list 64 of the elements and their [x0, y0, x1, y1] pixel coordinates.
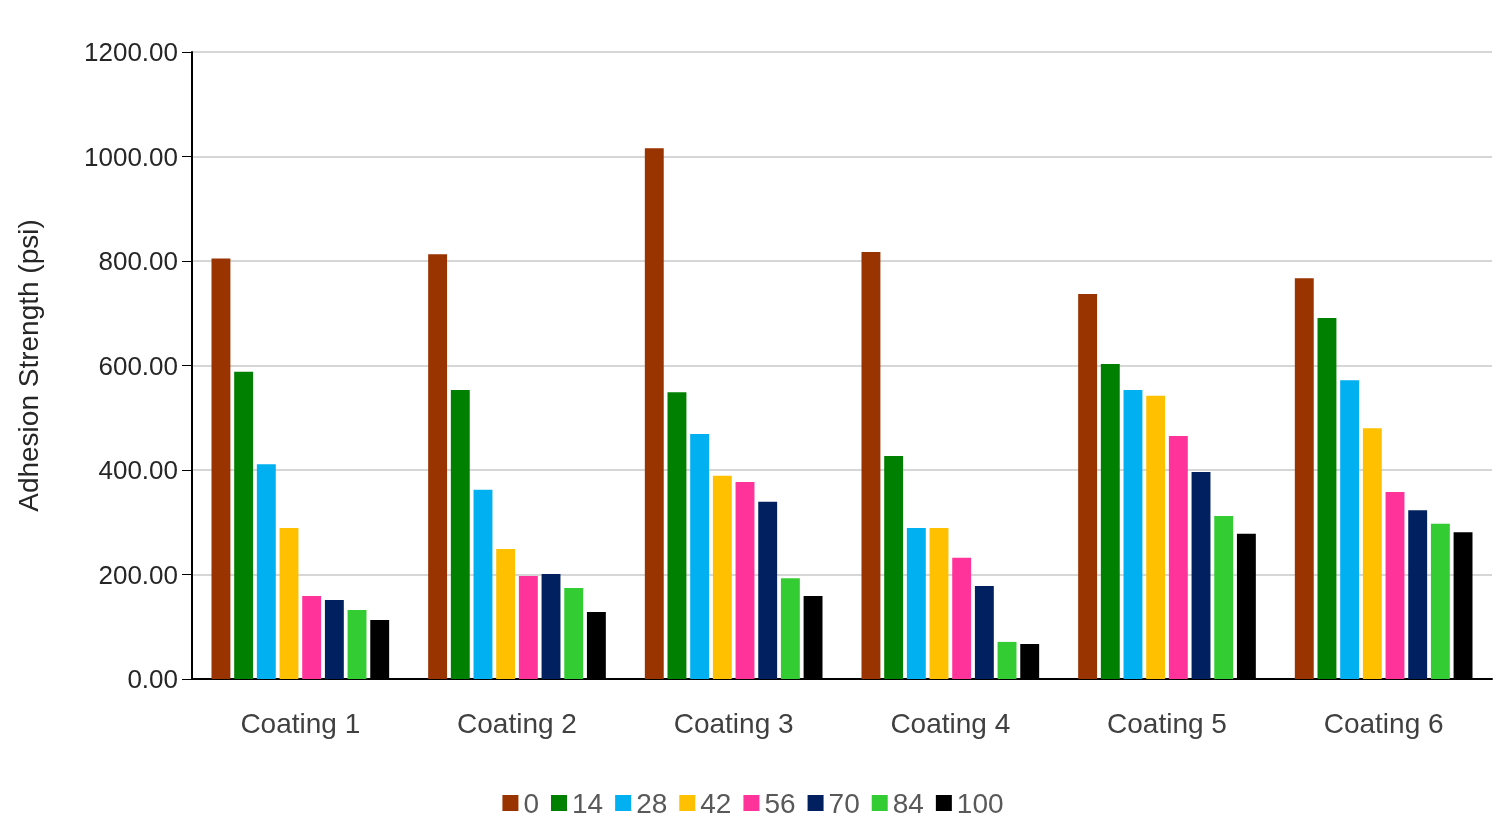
bar: [1294, 278, 1314, 679]
bar: [234, 371, 254, 679]
x-tick-label: Coating 4: [890, 707, 1011, 739]
legend-label: 42: [700, 787, 732, 819]
bar: [1191, 472, 1211, 679]
bar: [473, 489, 493, 679]
legend-label: 100: [956, 787, 1004, 819]
bar: [974, 586, 994, 679]
x-tick-label: Coating 5: [1107, 707, 1227, 739]
bar: [564, 588, 584, 679]
bar: [1362, 428, 1382, 679]
legend-label: 0: [523, 787, 539, 819]
legend-label: 84: [892, 787, 924, 819]
bar: [496, 548, 516, 679]
x-tick-label: Coating 1: [240, 707, 361, 739]
bar: [302, 595, 322, 679]
bar: [906, 528, 926, 679]
y-tick-label: 800.00: [98, 246, 178, 276]
bar: [952, 557, 972, 679]
bar: [256, 464, 276, 679]
legend-label: 70: [828, 787, 860, 819]
x-tick-label: Coating 2: [457, 707, 577, 739]
bar: [1385, 491, 1405, 679]
bar: [1214, 515, 1234, 679]
bar: [428, 254, 448, 679]
bar: [1168, 436, 1188, 679]
legend-label: 14: [571, 787, 604, 819]
legend-label: 56: [764, 787, 796, 819]
bar: [541, 573, 561, 679]
bar: [735, 482, 755, 679]
x-tick-label: Coating 3: [673, 707, 794, 739]
bar: [1408, 510, 1428, 679]
bar: [347, 610, 367, 679]
bar: [884, 455, 904, 679]
bar: [758, 501, 778, 679]
y-tick-label: 200.00: [98, 559, 178, 590]
bar: [324, 600, 344, 679]
bar: [450, 390, 470, 679]
bar: [690, 433, 710, 679]
bar: [712, 475, 732, 679]
y-tick-label: 600.00: [98, 350, 178, 381]
bar: [929, 528, 949, 679]
bar: [1123, 390, 1143, 679]
bar: [780, 578, 800, 679]
legend-label: 28: [636, 787, 668, 819]
y-tick-label: 1200.00: [84, 37, 178, 67]
y-tick-label: 0.00: [127, 664, 178, 694]
y-tick-label: 400.00: [98, 455, 178, 485]
bar: [997, 641, 1017, 679]
x-tick-label: Coating 6: [1323, 707, 1444, 739]
y-tick-label: 1000.00: [84, 141, 178, 172]
bar: [667, 392, 687, 679]
bar: [1317, 317, 1337, 679]
bar: [1078, 293, 1098, 679]
bar: [1340, 380, 1360, 679]
bar: [644, 148, 664, 679]
bar: [518, 576, 538, 679]
bar: [1430, 523, 1450, 679]
bar: [1146, 395, 1166, 679]
y-axis-title: Adhesion Strength (psi): [12, 219, 44, 512]
bar: [211, 258, 231, 679]
bar: [279, 528, 299, 679]
bar: [1100, 363, 1120, 679]
bar: [861, 252, 881, 679]
